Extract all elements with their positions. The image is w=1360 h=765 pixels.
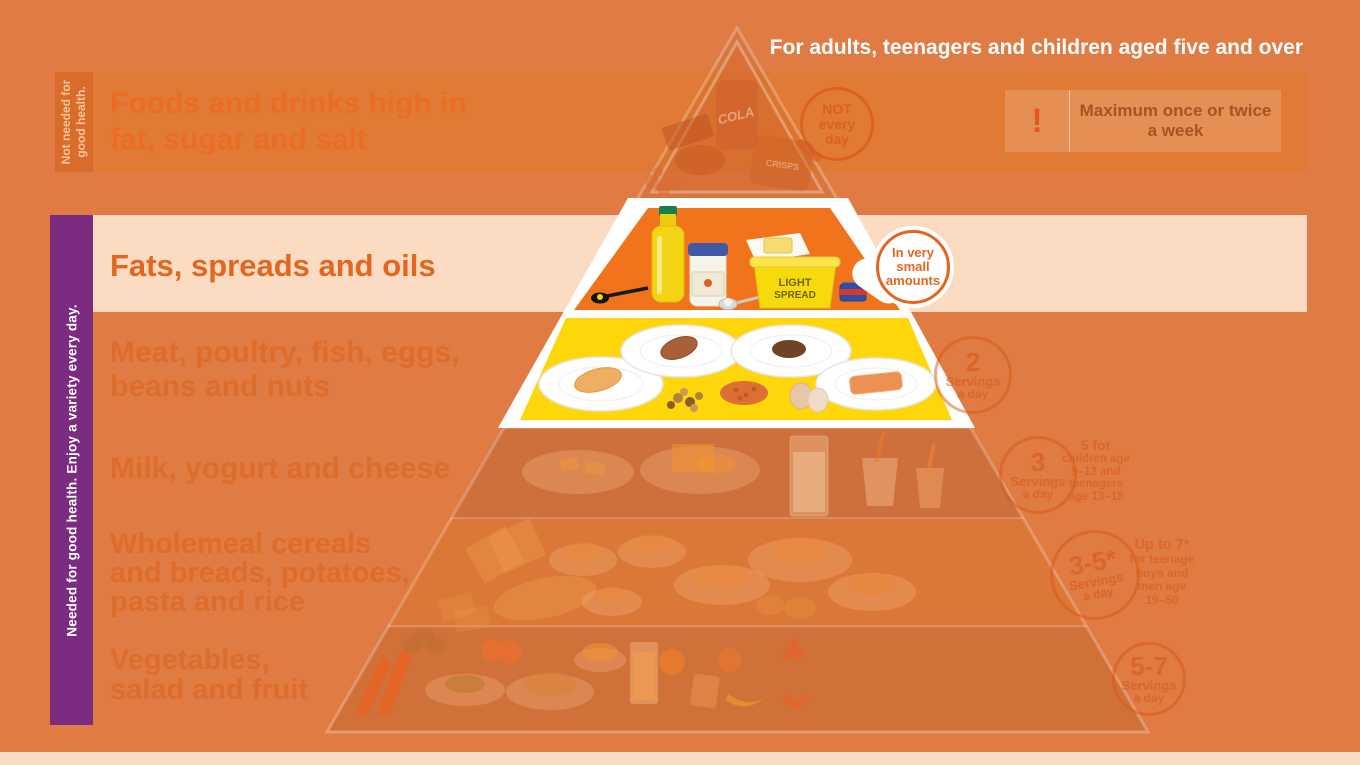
not-needed-line: Not needed for — [59, 79, 73, 165]
tomatoes-icon — [481, 639, 503, 661]
spread-label-2: SPREAD — [774, 290, 816, 301]
apple-icon — [718, 648, 742, 672]
needed-label: Needed for good health. Enjoy a variety … — [64, 303, 79, 637]
needed-tab: Needed for good health. Enjoy a variety … — [50, 215, 93, 725]
row-label-veg[interactable]: Vegetables, salad and fruit — [110, 644, 309, 706]
cup-icon — [675, 145, 725, 175]
milk-food-items — [522, 431, 944, 517]
dried-fruit-bag-icon — [690, 673, 720, 709]
bottom-strip — [0, 752, 1360, 765]
plate-chicken-icon — [538, 356, 664, 412]
teaspoon-oil-icon — [591, 286, 649, 304]
banana-icon — [726, 694, 764, 707]
plate-mince-icon — [730, 324, 852, 378]
chocolate-bar-icon — [662, 113, 714, 151]
milk-glass-icon — [789, 435, 829, 517]
plate-cheese-icon — [522, 450, 634, 494]
nuts-icon — [667, 388, 703, 412]
milk-note: 5 for children age 9–12 and teenagers ag… — [1062, 437, 1130, 503]
crisps-label: CRISPS — [765, 158, 800, 173]
potatoes-icon — [756, 595, 784, 615]
orange-icon — [659, 649, 685, 675]
spread-label-1: LIGHT — [779, 277, 812, 289]
broccoli-icon — [403, 628, 445, 655]
servings-badge-meat: 2 Servings a day — [934, 336, 1012, 414]
not-needed-line: good health. — [74, 86, 88, 158]
row-label-milk[interactable]: Milk, yogurt and cheese — [110, 452, 451, 485]
low-fat-spread-tub-icon — [839, 282, 867, 302]
treats-products-group: COLA CRISPS — [645, 80, 815, 196]
juice-glass-icon — [630, 642, 658, 704]
row-label-meat[interactable]: Meat, poultry, fish, eggs, beans and nut… — [110, 336, 460, 403]
fats-badge: In very small amounts — [846, 226, 954, 310]
meat-food-items — [538, 324, 937, 413]
row-label-cereal[interactable]: Wholemeal cereals and breads, potatoes, … — [110, 528, 410, 618]
warning-box: ! Maximum once or twice a week — [1005, 90, 1281, 152]
cereal-note: Up to 7* for teenage boys and men age 19… — [1129, 537, 1195, 607]
crisps-bag-icon — [749, 135, 815, 191]
warning-text: Maximum once or twice a week — [1079, 101, 1272, 140]
page-tagline: For adults, teenagers and children aged … — [769, 36, 1303, 59]
pyramid-layer-veg[interactable] — [329, 628, 1146, 730]
exclamation-icon: ! — [1031, 101, 1043, 140]
plate-salmon-icon — [815, 357, 937, 411]
yogurt-cup-icon — [862, 431, 898, 506]
spread-tub-icon: LIGHT SPREAD — [749, 256, 841, 309]
oil-bottle-icon — [651, 206, 685, 303]
butter-pat-icon — [746, 233, 810, 262]
row-label-fats[interactable]: Fats, spreads and oils — [110, 248, 436, 283]
servings-badge-milk: 3 Servings a day — [999, 436, 1077, 514]
plate-pork-icon — [620, 324, 742, 378]
yogurt-cup-small-icon — [916, 443, 944, 508]
eggs-icon — [789, 382, 829, 413]
pitta-icon — [493, 575, 597, 621]
carrots-icon — [357, 657, 391, 717]
cola-can-icon — [716, 80, 758, 150]
baked-beans-icon — [720, 381, 768, 405]
not-needed-tab: Not needed for good health. — [55, 72, 93, 172]
mayonnaise-jar-icon — [688, 243, 728, 307]
veg-food-items — [357, 628, 809, 717]
fats-food-items: LIGHT SPREAD — [591, 206, 867, 310]
row-label-treats[interactable]: Foods and drinks high in fat, sugar and … — [110, 87, 467, 156]
divider — [1069, 90, 1070, 152]
crackers-icon — [437, 591, 477, 623]
bread-icon — [465, 526, 525, 584]
not-every-day-badge: NOT every day — [800, 87, 874, 161]
servings-badge-veg: 5-7 Servings a day — [1112, 642, 1186, 716]
sweets-icon — [645, 167, 682, 196]
teaspoon-mayo-icon — [718, 293, 769, 310]
cereal-food-items — [437, 518, 916, 633]
berries-icon — [782, 639, 809, 710]
